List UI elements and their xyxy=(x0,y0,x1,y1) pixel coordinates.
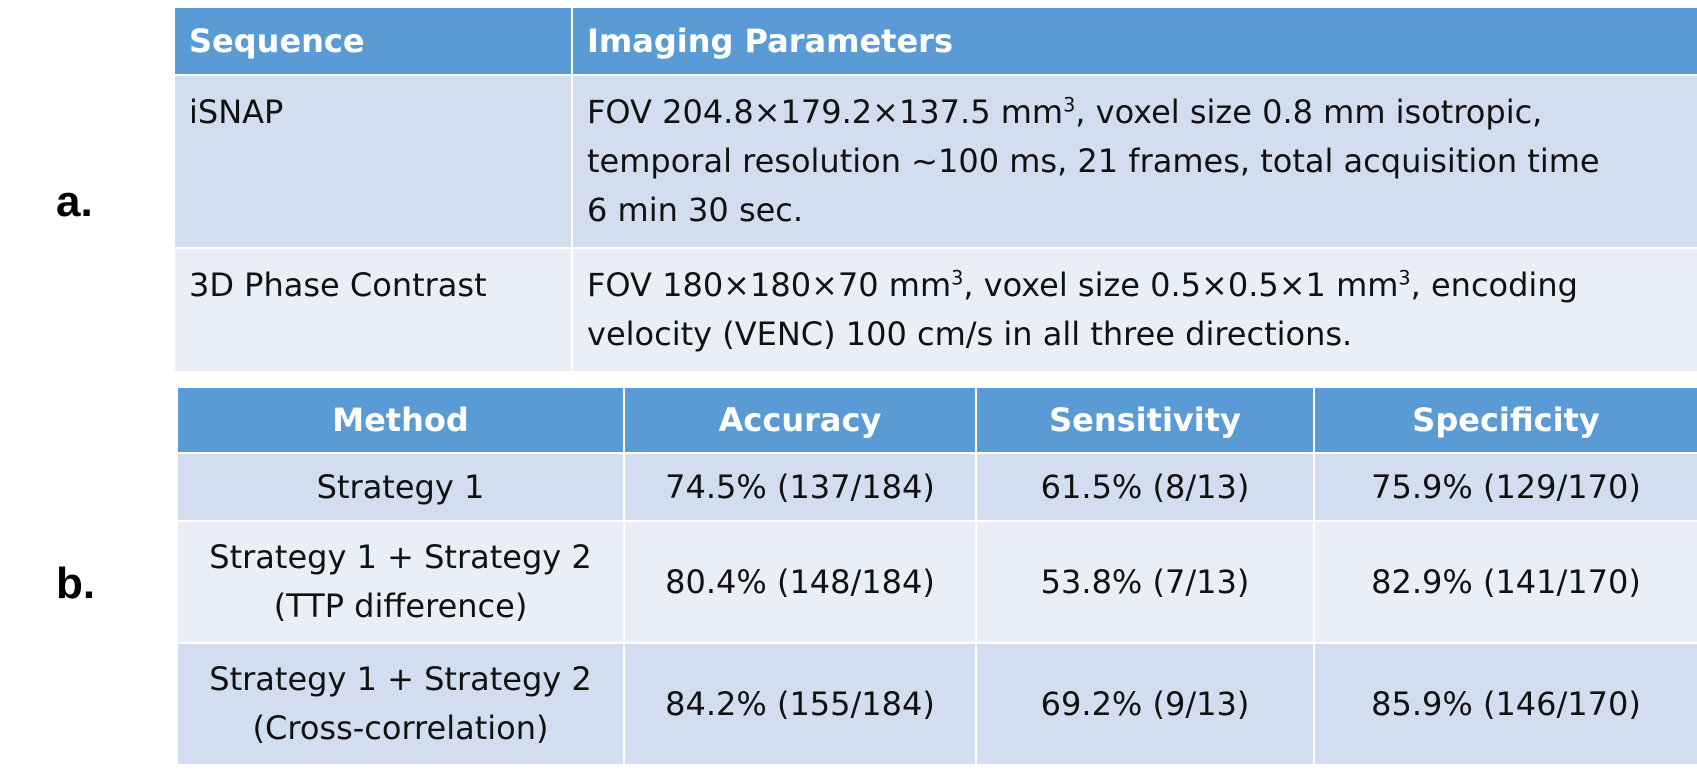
sensitivity-cell: 53.8% (7/13) xyxy=(975,520,1315,644)
column-header-accuracy: Accuracy xyxy=(623,386,977,454)
param-text: FOV 204.8×179.2×137.5 mm xyxy=(587,93,1064,131)
param-text: , encoding xyxy=(1410,266,1578,304)
accuracy-cell: 84.2% (155/184) xyxy=(623,642,977,766)
column-header-sensitivity: Sensitivity xyxy=(975,386,1315,454)
imaging-parameters-table: Sequence Imaging Parameters iSNAP FOV 20… xyxy=(173,6,1697,373)
specificity-cell: 75.9% (129/170) xyxy=(1313,452,1697,522)
panel-label-a: a. xyxy=(56,177,93,226)
sensitivity-cell: 69.2% (9/13) xyxy=(975,642,1315,766)
sensitivity-cell: 61.5% (8/13) xyxy=(975,452,1315,522)
specificity-cell: 82.9% (141/170) xyxy=(1313,520,1697,644)
param-text: temporal resolution ~100 ms, 21 frames, … xyxy=(587,142,1600,180)
parameters-cell: FOV 204.8×179.2×137.5 mm3, voxel size 0.… xyxy=(571,74,1697,249)
param-text: , voxel size 0.5×0.5×1 mm xyxy=(963,266,1399,304)
sequence-cell: 3D Phase Contrast xyxy=(173,247,573,373)
table-row: Strategy 1 + Strategy 2 (Cross-correlati… xyxy=(176,642,1697,766)
accuracy-cell: 74.5% (137/184) xyxy=(623,452,977,522)
panel-label-b: b. xyxy=(56,559,96,608)
sequence-cell: iSNAP xyxy=(173,74,573,249)
table-header-row: Sequence Imaging Parameters xyxy=(173,6,1697,76)
table-row: Strategy 1 74.5% (137/184) 61.5% (8/13) … xyxy=(176,452,1697,522)
param-text: FOV 180×180×70 mm xyxy=(587,266,952,304)
column-header-imaging-parameters: Imaging Parameters xyxy=(571,6,1697,76)
superscript: 3 xyxy=(1063,93,1076,117)
accuracy-cell: 80.4% (148/184) xyxy=(623,520,977,644)
superscript: 3 xyxy=(1398,266,1411,290)
method-cell: Strategy 1 + Strategy 2 (Cross-correlati… xyxy=(176,642,625,766)
table-header-row: Method Accuracy Sensitivity Specificity xyxy=(176,386,1697,454)
method-line: (Cross-correlation) xyxy=(252,709,549,747)
table-row: Strategy 1 + Strategy 2 (TTP difference)… xyxy=(176,520,1697,644)
param-text: , voxel size 0.8 mm isotropic, xyxy=(1075,93,1543,131)
method-cell: Strategy 1 xyxy=(176,452,625,522)
method-line: Strategy 1 + Strategy 2 xyxy=(209,538,592,576)
specificity-cell: 85.9% (146/170) xyxy=(1313,642,1697,766)
method-line: Strategy 1 + Strategy 2 xyxy=(209,660,592,698)
column-header-method: Method xyxy=(176,386,625,454)
method-line: (TTP difference) xyxy=(273,587,528,625)
column-header-specificity: Specificity xyxy=(1313,386,1697,454)
method-cell: Strategy 1 + Strategy 2 (TTP difference) xyxy=(176,520,625,644)
parameters-cell: FOV 180×180×70 mm3, voxel size 0.5×0.5×1… xyxy=(571,247,1697,373)
param-text: 6 min 30 sec. xyxy=(587,191,804,229)
param-text: velocity (VENC) 100 cm/s in all three di… xyxy=(587,315,1353,353)
table-row: iSNAP FOV 204.8×179.2×137.5 mm3, voxel s… xyxy=(173,74,1697,249)
superscript: 3 xyxy=(951,266,964,290)
method-line: Strategy 1 xyxy=(316,467,485,506)
method-performance-table: Method Accuracy Sensitivity Specificity … xyxy=(176,386,1697,766)
column-header-sequence: Sequence xyxy=(173,6,573,76)
table-row: 3D Phase Contrast FOV 180×180×70 mm3, vo… xyxy=(173,247,1697,373)
